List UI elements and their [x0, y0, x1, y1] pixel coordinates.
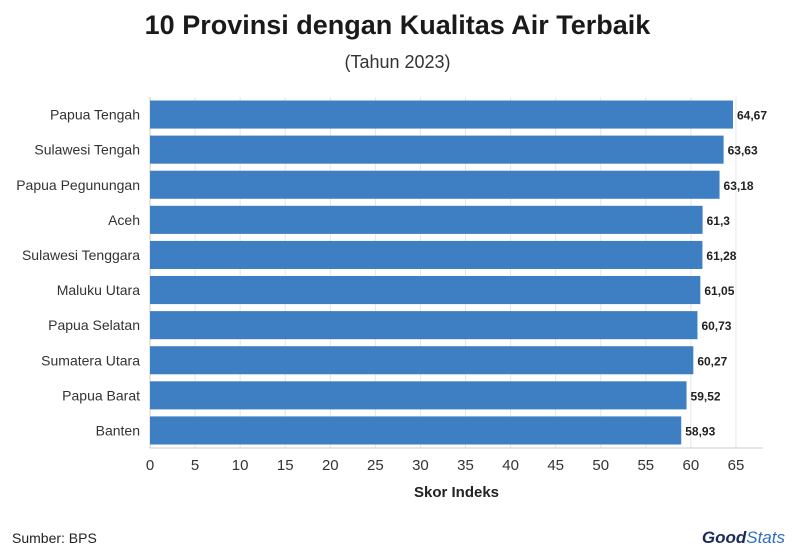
x-tick-label: 25 — [367, 457, 384, 474]
bar — [150, 240, 703, 269]
x-tick-label: 0 — [146, 457, 154, 474]
bar — [150, 135, 724, 164]
category-label: Papua Pegunungan — [16, 177, 140, 193]
bars — [150, 100, 733, 445]
value-label: 61,3 — [707, 214, 731, 228]
bar — [150, 346, 694, 375]
x-tick-label: 30 — [412, 457, 429, 474]
category-labels: Papua Tengah Sulawesi Tengah Papua Pegunun… — [16, 107, 140, 439]
value-label: 61,28 — [706, 249, 736, 263]
value-label: 60,27 — [697, 354, 727, 368]
category-label: Sumatera Utara — [41, 352, 140, 368]
value-label: 59,52 — [691, 389, 721, 403]
x-tick-label: 65 — [728, 457, 745, 474]
chart-subtitle: (Tahun 2023) — [344, 52, 451, 72]
x-tick-label: 55 — [637, 457, 654, 474]
x-tick-label: 50 — [592, 457, 609, 474]
x-tick-labels: 0 5 10 15 20 25 30 35 40 45 50 55 60 65 — [146, 457, 744, 474]
value-label: 61,05 — [704, 284, 734, 298]
x-tick-label: 20 — [322, 457, 339, 474]
brand-logo: GoodStats — [702, 528, 785, 548]
bar — [150, 381, 687, 410]
x-tick-label: 35 — [457, 457, 474, 474]
category-label: Papua Barat — [62, 387, 140, 403]
x-tick-label: 5 — [191, 457, 199, 474]
brand-logo-stats: Stats — [746, 528, 785, 547]
x-tick-label: 40 — [502, 457, 519, 474]
value-label: 58,93 — [685, 424, 715, 438]
category-label: Papua Selatan — [48, 317, 140, 333]
bar — [150, 416, 682, 445]
category-label: Sulawesi Tenggara — [22, 247, 140, 263]
value-label: 63,63 — [728, 144, 758, 158]
bar — [150, 205, 703, 234]
x-axis-title: Skor Indeks — [414, 484, 499, 501]
chart-title: 10 Provinsi dengan Kualitas Air Terbaik — [144, 10, 651, 40]
bar — [150, 276, 701, 305]
category-label: Aceh — [108, 212, 140, 228]
x-tick-label: 60 — [683, 457, 700, 474]
source-note: Sumber: BPS — [12, 530, 97, 546]
bar — [150, 170, 720, 199]
category-label: Sulawesi Tengah — [34, 142, 140, 158]
brand-logo-good: Good — [701, 528, 747, 547]
category-label: Papua Tengah — [50, 107, 140, 123]
x-tick-label: 10 — [232, 457, 249, 474]
value-label: 63,18 — [724, 179, 754, 193]
value-label: 64,67 — [737, 109, 767, 123]
value-labels: 64,67 63,63 63,18 61,3 61,28 61,05 60,73 60,27 5… — [685, 109, 767, 439]
category-label: Banten — [96, 422, 140, 438]
bar — [150, 100, 733, 129]
bar — [150, 311, 698, 340]
x-tick-label: 45 — [547, 457, 564, 474]
category-label: Maluku Utara — [57, 282, 140, 298]
value-label: 60,73 — [701, 319, 731, 333]
x-tick-label: 15 — [277, 457, 294, 474]
